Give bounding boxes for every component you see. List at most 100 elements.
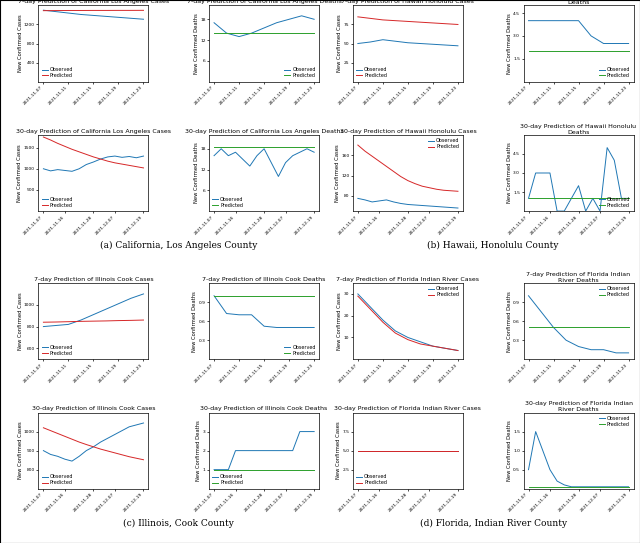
Predicted [40, 8, 47, 14]
Predicted [140, 317, 147, 323]
Observed [379, 36, 387, 43]
Observed [454, 348, 462, 354]
Observed [61, 167, 68, 174]
Observed [76, 453, 83, 459]
Observed [588, 346, 595, 353]
Line: Observed: Observed [529, 296, 628, 353]
Predicted [354, 447, 362, 454]
Observed [447, 204, 454, 211]
Predicted [65, 7, 72, 14]
Observed [562, 337, 570, 343]
Predicted [367, 15, 374, 22]
Predicted [83, 151, 90, 157]
Predicted [368, 153, 376, 160]
Predicted [568, 195, 575, 201]
Predicted [404, 336, 412, 343]
Observed [104, 435, 111, 441]
Predicted [260, 144, 268, 150]
Legend: Observed, Predicted: Observed, Predicted [284, 344, 317, 357]
Observed [296, 149, 304, 155]
Observed [625, 483, 632, 490]
Observed [260, 447, 268, 454]
Observed [52, 322, 60, 329]
Observed [550, 17, 557, 24]
Predicted [296, 144, 304, 150]
Observed [115, 14, 122, 21]
Observed [246, 447, 253, 454]
Legend: Observed, Predicted: Observed, Predicted [211, 195, 244, 209]
Predicted [273, 30, 280, 36]
Observed [433, 203, 440, 210]
Title: 30-day Prediction of Florida Indian River Deaths: 30-day Prediction of Florida Indian Rive… [525, 401, 632, 412]
Observed [537, 308, 545, 315]
Observed [310, 428, 318, 435]
Observed [253, 153, 260, 159]
Predicted [223, 293, 230, 299]
Predicted [562, 48, 570, 54]
Predicted [525, 324, 532, 331]
Observed [419, 447, 426, 454]
Predicted [210, 144, 218, 150]
Observed [282, 159, 289, 166]
Observed [390, 447, 397, 454]
Predicted [218, 144, 225, 150]
Observed [588, 33, 595, 39]
Observed [125, 424, 133, 430]
Predicted [553, 483, 561, 490]
Observed [367, 304, 374, 310]
Predicted [310, 144, 318, 150]
Predicted [236, 293, 243, 299]
Observed [596, 208, 604, 214]
Observed [275, 173, 282, 180]
Predicted [433, 186, 440, 193]
Observed [575, 343, 582, 350]
Observed [612, 350, 620, 356]
Legend: Observed, Predicted: Observed, Predicted [598, 66, 631, 79]
Observed [390, 199, 397, 205]
Observed [296, 428, 304, 435]
Observed [77, 11, 84, 18]
Line: Predicted: Predicted [44, 137, 143, 168]
Predicted [225, 144, 232, 150]
Observed [239, 156, 246, 162]
Observed [354, 40, 362, 47]
Predicted [419, 183, 426, 190]
Observed [310, 149, 318, 155]
Predicted [61, 433, 68, 440]
Predicted [210, 466, 218, 473]
Line: Observed: Observed [44, 10, 143, 19]
Title: 30-day Prediction of California Los Angeles Deaths: 30-day Prediction of California Los Ange… [185, 129, 344, 134]
Predicted [289, 144, 296, 150]
Predicted [447, 447, 454, 454]
Predicted [604, 483, 611, 490]
Predicted [303, 144, 311, 150]
Observed [368, 199, 376, 205]
Predicted [440, 187, 447, 193]
Observed [268, 447, 275, 454]
Predicted [379, 319, 387, 325]
Title: 7-day Prediction of California Los Angeles Deaths: 7-day Prediction of California Los Angel… [187, 0, 342, 4]
Predicted [361, 148, 369, 154]
Predicted [260, 293, 268, 299]
Observed [568, 195, 575, 201]
Observed [376, 447, 383, 454]
Predicted [298, 30, 305, 36]
Observed [525, 466, 532, 473]
Observed [625, 350, 632, 356]
Predicted [354, 293, 362, 299]
Line: Observed: Observed [358, 294, 458, 351]
Predicted [611, 195, 618, 201]
Observed [539, 447, 547, 454]
Observed [125, 153, 133, 160]
Title: 7-day Prediction of Hawaii Honolulu Cases: 7-day Prediction of Hawaii Honolulu Case… [342, 0, 474, 4]
Y-axis label: New Confirmed Deaths: New Confirmed Deaths [192, 291, 197, 351]
Title: 7-day Prediction of Illinois Cook Cases: 7-day Prediction of Illinois Cook Cases [34, 277, 153, 282]
Observed [298, 324, 305, 331]
Predicted [575, 483, 582, 490]
Observed [90, 444, 97, 450]
Predicted [260, 466, 268, 473]
Predicted [239, 466, 246, 473]
Predicted [47, 427, 54, 434]
Observed [289, 447, 296, 454]
Predicted [246, 144, 253, 150]
